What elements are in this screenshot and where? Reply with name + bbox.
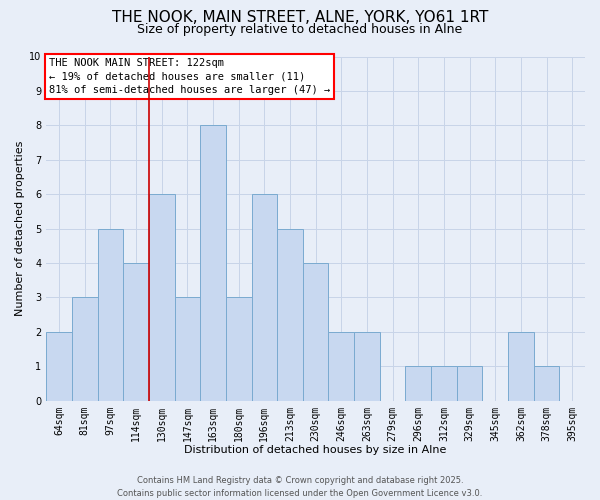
Bar <box>200 126 226 400</box>
Text: THE NOOK, MAIN STREET, ALNE, YORK, YO61 1RT: THE NOOK, MAIN STREET, ALNE, YORK, YO61 … <box>112 10 488 25</box>
Bar <box>277 228 303 400</box>
Bar <box>98 228 123 400</box>
Bar <box>406 366 431 400</box>
Bar <box>72 298 98 401</box>
Text: Contains HM Land Registry data © Crown copyright and database right 2025.
Contai: Contains HM Land Registry data © Crown c… <box>118 476 482 498</box>
Text: Size of property relative to detached houses in Alne: Size of property relative to detached ho… <box>137 22 463 36</box>
Bar <box>226 298 251 401</box>
Bar <box>457 366 482 400</box>
Bar <box>508 332 533 400</box>
Bar <box>303 263 328 400</box>
Y-axis label: Number of detached properties: Number of detached properties <box>15 141 25 316</box>
X-axis label: Distribution of detached houses by size in Alne: Distribution of detached houses by size … <box>184 445 447 455</box>
Bar <box>533 366 559 400</box>
Bar <box>175 298 200 401</box>
Bar <box>328 332 354 400</box>
Bar <box>123 263 149 400</box>
Text: THE NOOK MAIN STREET: 122sqm
← 19% of detached houses are smaller (11)
81% of se: THE NOOK MAIN STREET: 122sqm ← 19% of de… <box>49 58 330 94</box>
Bar <box>46 332 72 400</box>
Bar <box>354 332 380 400</box>
Bar <box>251 194 277 400</box>
Bar <box>149 194 175 400</box>
Bar <box>431 366 457 400</box>
